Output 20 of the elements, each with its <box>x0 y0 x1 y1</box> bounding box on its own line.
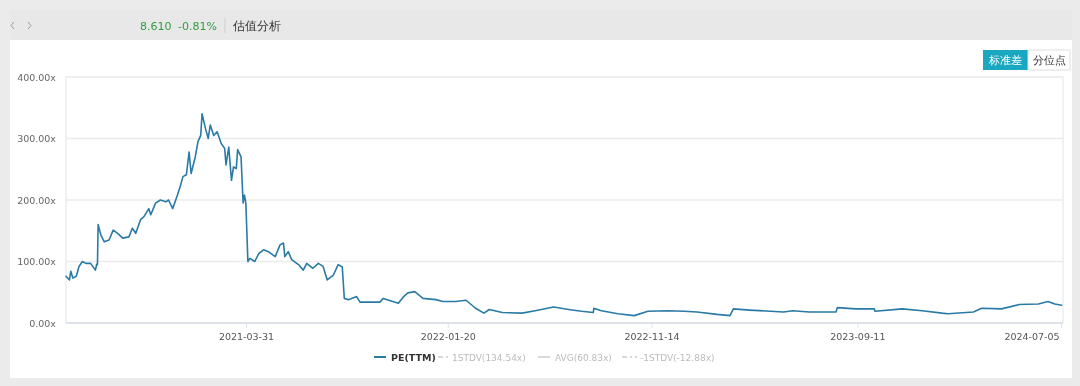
x-tick-label: 2021-03-31 <box>218 331 275 342</box>
y-tick-label: 100.00x <box>17 256 57 267</box>
text: 8.610 <box>140 20 172 33</box>
x-tick-label: 2022-11-14 <box>624 331 680 342</box>
text: -1STDV(-12.88x) <box>640 352 715 363</box>
legend-label: PE(TTM) <box>391 351 436 363</box>
x-tick-label: 2022-01-20 <box>420 331 476 342</box>
y-tick-label: 300.00x <box>17 133 57 144</box>
y-tick-label: 400.00x <box>17 71 57 83</box>
y-tick-label: 200.00x <box>17 194 57 206</box>
x-tick-label: 2024-07-05 <box>1004 331 1060 342</box>
chart-title: 估值分析 <box>232 19 281 33</box>
x-tick-label: 2023-09-11 <box>830 331 886 342</box>
text: 1STDV(134.54x) <box>452 352 526 363</box>
text: AVG(60.83x) <box>555 352 612 363</box>
toggle-button: 标准差 <box>983 50 1028 70</box>
text: -0.81% <box>178 20 217 33</box>
y-tick-label: 0.00x <box>29 317 57 329</box>
line-series <box>65 113 1063 317</box>
toggle-button: 分位点 <box>1027 49 1071 71</box>
